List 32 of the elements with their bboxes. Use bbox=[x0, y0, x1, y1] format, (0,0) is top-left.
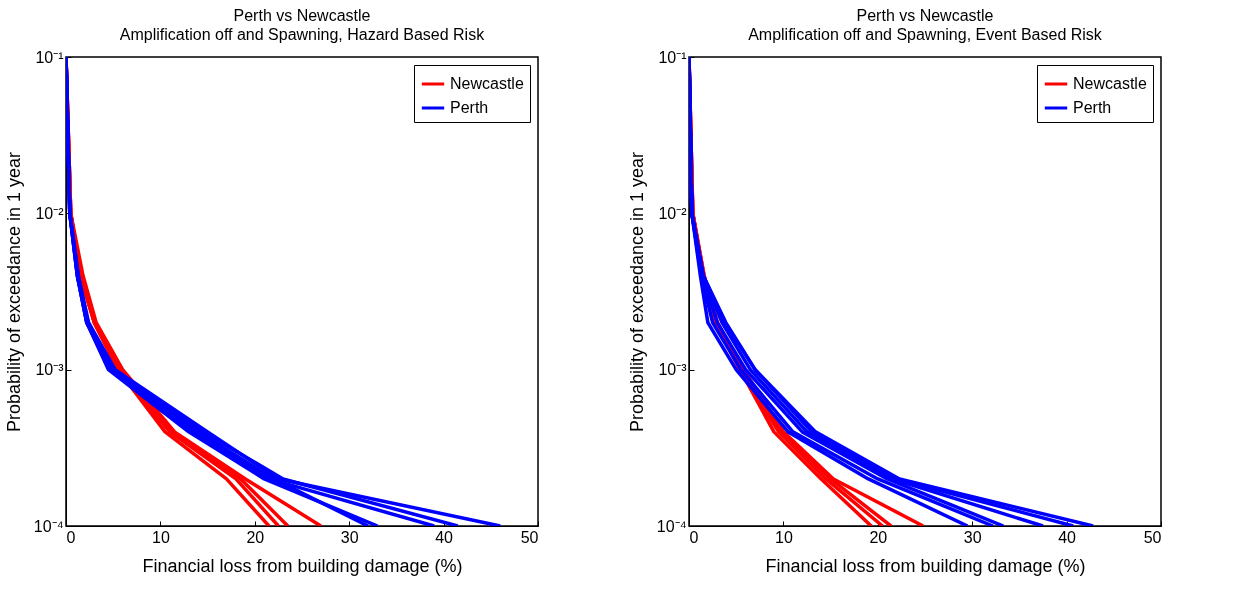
y-tick-label: 10⁻¹ bbox=[35, 48, 64, 66]
x-tick-label: 40 bbox=[435, 528, 454, 546]
chart-subtitle: Amplification off and Spawning, Event Based Risk bbox=[748, 26, 1103, 43]
chart-title: Perth vs Newcastle bbox=[233, 7, 371, 24]
x-tick-label: 50 bbox=[520, 528, 539, 546]
x-tick-label: 40 bbox=[1058, 528, 1077, 546]
y-tick-label: 10⁻³ bbox=[658, 361, 688, 379]
legend-label: Newcastle bbox=[1073, 75, 1147, 92]
x-tick-label: 0 bbox=[689, 528, 699, 546]
y-tick-label: 10⁻² bbox=[658, 204, 688, 222]
y-tick-label: 10⁻⁴ bbox=[656, 517, 687, 535]
x-axis-title: Financial loss from building damage (%) bbox=[765, 555, 1086, 576]
legend-label: Perth bbox=[1073, 99, 1112, 116]
chart-title: Perth vs Newcastle bbox=[856, 7, 994, 24]
y-tick-label: 10⁻³ bbox=[35, 361, 65, 379]
x-axis-title: Financial loss from building damage (%) bbox=[142, 555, 463, 576]
y-axis-title: Probability of exceedance in 1 year bbox=[626, 151, 647, 433]
x-tick-label: 0 bbox=[66, 528, 76, 546]
legend-label: Perth bbox=[450, 99, 489, 116]
x-tick-label: 10 bbox=[152, 528, 170, 546]
x-tick-label: 10 bbox=[775, 528, 793, 546]
y-axis-title: Probability of exceedance in 1 year bbox=[3, 151, 24, 433]
x-tick-label: 50 bbox=[1143, 528, 1162, 546]
y-tick-label: 10⁻² bbox=[35, 204, 65, 222]
x-tick-label: 20 bbox=[246, 528, 265, 546]
x-tick-label: 30 bbox=[963, 528, 982, 546]
legend-label: Newcastle bbox=[450, 75, 524, 92]
x-tick-label: 20 bbox=[869, 528, 888, 546]
y-tick-label: 10⁻⁴ bbox=[33, 517, 64, 535]
x-tick-label: 30 bbox=[340, 528, 359, 546]
chart-subtitle: Amplification off and Spawning, Hazard Based Risk bbox=[119, 26, 486, 43]
y-tick-label: 10⁻¹ bbox=[658, 48, 687, 66]
